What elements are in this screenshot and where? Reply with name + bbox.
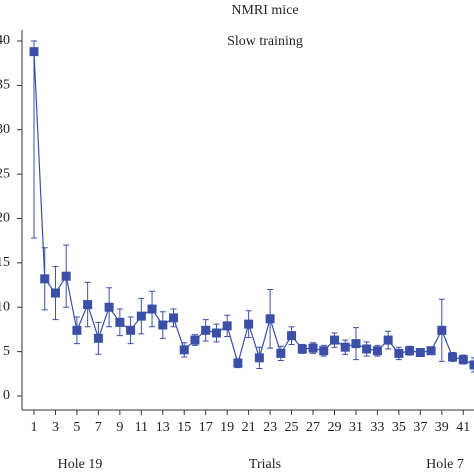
y-tick-label: 40	[0, 33, 10, 48]
error-bar	[471, 357, 474, 373]
error-bar	[31, 40, 37, 239]
marker	[437, 325, 447, 335]
marker	[50, 288, 60, 298]
marker	[297, 344, 307, 354]
x-tick-label: 33	[370, 420, 384, 435]
marker	[72, 325, 82, 335]
marker	[426, 346, 436, 356]
marker	[276, 348, 286, 358]
marker	[115, 317, 125, 327]
marker	[383, 335, 393, 345]
marker	[405, 346, 415, 356]
y-tick-label: 10	[0, 299, 10, 314]
x-tick-label: 27	[306, 420, 320, 435]
marker	[29, 47, 39, 57]
x-tick-label: 17	[199, 420, 213, 435]
y-tick-label: 35	[0, 78, 10, 93]
x-tick-label: 5	[73, 420, 80, 435]
x-tick-label: 3	[52, 420, 59, 435]
marker	[394, 348, 404, 358]
marker	[362, 344, 372, 354]
x-tick-label: 13	[156, 420, 170, 435]
annotation: Hole 19	[58, 457, 103, 472]
marker	[201, 325, 211, 335]
marker	[158, 320, 168, 330]
series-line	[33, 51, 474, 366]
x-tick-label: 21	[242, 420, 256, 435]
marker	[126, 325, 136, 335]
y-tick-label: 5	[3, 344, 10, 359]
marker	[448, 352, 458, 362]
chart-title: NMRI mice	[231, 3, 298, 18]
marker	[287, 331, 297, 341]
x-tick-label: 15	[177, 420, 191, 435]
y-tick-label: 0	[3, 388, 10, 403]
x-tick-label: 19	[220, 420, 234, 435]
y-tick-label: 30	[0, 122, 10, 137]
marker	[233, 358, 243, 368]
marker	[211, 328, 221, 338]
marker	[104, 302, 114, 312]
x-tick-label: 37	[413, 420, 427, 435]
marker	[147, 304, 157, 314]
marker	[469, 360, 474, 370]
x-tick-label: 41	[456, 420, 470, 435]
marker	[179, 345, 189, 355]
marker	[93, 333, 103, 343]
chart-subtitle: Slow training	[227, 34, 303, 49]
marker	[190, 335, 200, 345]
x-tick-label: 35	[392, 420, 406, 435]
x-tick-label: 23	[263, 420, 277, 435]
x-axis-label: Trials	[249, 457, 281, 472]
y-tick-label: 25	[0, 166, 10, 181]
marker	[265, 314, 275, 324]
marker	[308, 343, 318, 353]
marker	[169, 313, 179, 323]
x-tick-label: 7	[95, 420, 102, 435]
annotation: Hole 7	[426, 457, 464, 472]
marker	[40, 274, 50, 284]
x-tick-label: 1	[31, 420, 38, 435]
y-tick-label: 20	[0, 211, 10, 226]
x-tick-label: 39	[435, 420, 449, 435]
marker	[351, 339, 361, 349]
marker	[458, 355, 468, 365]
marker	[244, 319, 254, 329]
marker	[319, 346, 329, 356]
marker	[61, 271, 71, 281]
marker	[254, 353, 264, 363]
marker	[222, 321, 232, 331]
x-tick-label: 9	[116, 420, 123, 435]
y-tick-label: 15	[0, 255, 10, 270]
marker	[83, 300, 93, 310]
x-tick-label: 11	[135, 420, 148, 435]
x-tick-label: 29	[327, 420, 341, 435]
x-tick-label: 25	[285, 420, 299, 435]
x-tick-label: 31	[349, 420, 363, 435]
marker	[329, 335, 339, 345]
marker	[136, 311, 146, 321]
marker	[372, 346, 382, 356]
marker	[340, 342, 350, 352]
marker	[415, 348, 425, 358]
